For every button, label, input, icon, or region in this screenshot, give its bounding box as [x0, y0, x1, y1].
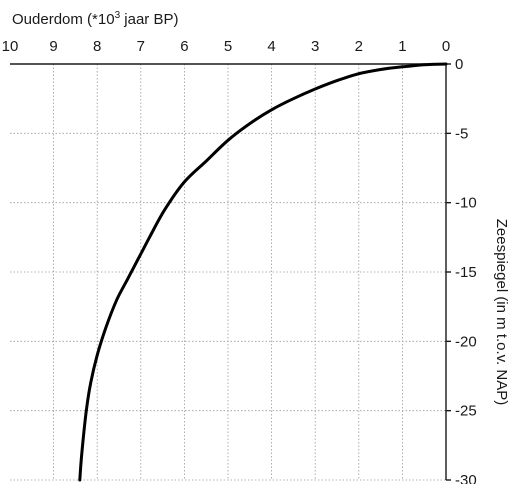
y-tick-label: -30 — [455, 472, 477, 484]
x-axis-title-sup: 3 — [115, 10, 121, 21]
x-tick-label: 4 — [267, 38, 275, 55]
x-tick-label: 0 — [442, 38, 450, 55]
x-tick-label: 3 — [311, 38, 319, 55]
y-tick-label: -10 — [455, 195, 477, 212]
axis-frame — [10, 63, 451, 481]
x-tick-label: 5 — [224, 38, 232, 55]
x-tick-label: 6 — [180, 38, 188, 55]
x-axis-title-main: Ouderdom (*10 — [12, 11, 115, 28]
y-tick-label: -15 — [455, 264, 477, 281]
y-tick-label: -20 — [455, 333, 477, 350]
x-tick-label: 2 — [355, 38, 363, 55]
x-tick-label: 10 — [2, 38, 19, 55]
y-tick-label: 0 — [455, 56, 463, 73]
x-axis-title-rest: jaar BP) — [120, 11, 178, 28]
x-tick-labels: 10 9 8 7 6 5 4 3 2 1 0 — [2, 38, 451, 55]
x-tick-label: 7 — [137, 38, 145, 55]
x-tick-label: 9 — [49, 38, 57, 55]
x-tick-label: 8 — [93, 38, 101, 55]
grid-lines — [10, 64, 446, 481]
y-axis-title: Zeespiegel (in m t.o.v. NAP) — [493, 219, 510, 405]
y-tick-label: -5 — [455, 125, 468, 142]
x-tick-label: 1 — [398, 38, 406, 55]
y-tick-labels: 0 -5 -10 -15 -20 -25 -30 — [455, 56, 477, 484]
y-tick-label: -25 — [455, 403, 477, 420]
x-axis-title: Ouderdom (*103 jaar BP) — [12, 10, 178, 28]
sea-level-curve — [78, 62, 448, 482]
